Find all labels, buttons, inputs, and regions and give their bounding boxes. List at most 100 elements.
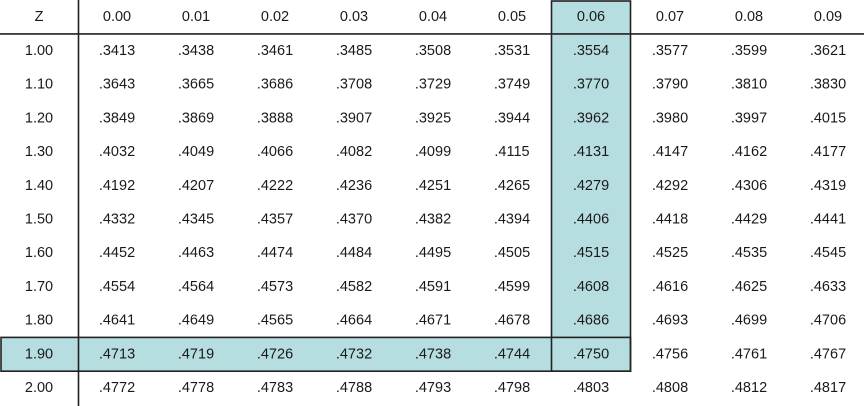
table-cell: .4370 xyxy=(336,212,372,228)
table-cell: .4713 xyxy=(99,346,135,362)
table-cell: .4706 xyxy=(810,313,846,329)
table-cell: .4699 xyxy=(731,313,767,329)
column-header: 0.03 xyxy=(340,9,368,25)
highlight-layer xyxy=(1,1,631,372)
table-cell: .4066 xyxy=(257,144,293,160)
table-cell: .4162 xyxy=(731,144,767,160)
table-cell: .3907 xyxy=(336,110,372,126)
table-cell: .4726 xyxy=(257,346,293,362)
column-header: 0.02 xyxy=(261,9,289,25)
table-cell: .4265 xyxy=(494,178,530,194)
table-cell: .4793 xyxy=(415,380,451,396)
table-cell: .3461 xyxy=(257,43,293,59)
table-cell: .4222 xyxy=(257,178,293,194)
table-cell: .3577 xyxy=(652,43,688,59)
table-cell: .3962 xyxy=(573,110,609,126)
table-cell: .3643 xyxy=(99,77,135,93)
table-cell: .4382 xyxy=(415,212,451,228)
table-cell: .4147 xyxy=(652,144,688,160)
table-cell: .4591 xyxy=(415,279,451,295)
table-cell: .4738 xyxy=(415,346,451,362)
table-cell: .3944 xyxy=(494,110,530,126)
row-z-label: 1.80 xyxy=(25,313,53,329)
row-z-label: 1.50 xyxy=(25,212,53,228)
table-cell: .4236 xyxy=(336,178,372,194)
table-cell: .4049 xyxy=(178,144,214,160)
table-cell: .4686 xyxy=(573,313,609,329)
table-cell: .4582 xyxy=(336,279,372,295)
table-cell: .4761 xyxy=(731,346,767,362)
table-cell: .3413 xyxy=(99,43,135,59)
table-cell: .4788 xyxy=(336,380,372,396)
table-cell: .4616 xyxy=(652,279,688,295)
row-z-label: 1.90 xyxy=(25,346,53,362)
column-header: 0.04 xyxy=(419,9,447,25)
table-cell: .4332 xyxy=(99,212,135,228)
row-z-label: 1.40 xyxy=(25,178,53,194)
table-cell: .4798 xyxy=(494,380,530,396)
table-cell: .4564 xyxy=(178,279,214,295)
column-header: 0.09 xyxy=(814,9,842,25)
table-cell: .4693 xyxy=(652,313,688,329)
row-z-label: 1.30 xyxy=(25,144,53,160)
column-header: 0.06 xyxy=(577,9,605,25)
table-cell: .4099 xyxy=(415,144,451,160)
table-cell: .3485 xyxy=(336,43,372,59)
table-cell: .4418 xyxy=(652,212,688,228)
column-header: 0.08 xyxy=(735,9,763,25)
table-cell: .3686 xyxy=(257,77,293,93)
table-cell: .4671 xyxy=(415,313,451,329)
table-cell: .4345 xyxy=(178,212,214,228)
table-cell: .3810 xyxy=(731,77,767,93)
table-cell: .3849 xyxy=(99,110,135,126)
table-cell: .4808 xyxy=(652,380,688,396)
row-z-label: 1.10 xyxy=(25,77,53,93)
table-cell: .4767 xyxy=(810,346,846,362)
table-cell: .4251 xyxy=(415,178,451,194)
table-cell: .4664 xyxy=(336,313,372,329)
table-cell: .4744 xyxy=(494,346,530,362)
table-cell: .4177 xyxy=(810,144,846,160)
table-cell: .4772 xyxy=(99,380,135,396)
column-header: 0.05 xyxy=(498,9,526,25)
table-cell: .3554 xyxy=(573,43,609,59)
table-cell: .3531 xyxy=(494,43,530,59)
table-cell: .4406 xyxy=(573,212,609,228)
table-cell: .3599 xyxy=(731,43,767,59)
table-cell: .3438 xyxy=(178,43,214,59)
table-cell: .4279 xyxy=(573,178,609,194)
table-cell: .4429 xyxy=(731,212,767,228)
table-cell: .3869 xyxy=(178,110,214,126)
table-cell: .4515 xyxy=(573,245,609,261)
table-cell: .4032 xyxy=(99,144,135,160)
highlighted-row-outline xyxy=(0,336,632,372)
column-header: 0.01 xyxy=(182,9,210,25)
row-z-label: 1.60 xyxy=(25,245,53,261)
table-cell: .4573 xyxy=(257,279,293,295)
column-header: 0.07 xyxy=(656,9,684,25)
table-cell: .4082 xyxy=(336,144,372,160)
table-cell: .4750 xyxy=(573,346,609,362)
highlighted-column-fill xyxy=(551,1,631,372)
table-cell: .4474 xyxy=(257,245,293,261)
table-cell: .3980 xyxy=(652,110,688,126)
table-cell: .4441 xyxy=(810,212,846,228)
table-cell: .3665 xyxy=(178,77,214,93)
z-header-label: Z xyxy=(35,9,44,25)
table-cell: .4545 xyxy=(810,245,846,261)
table-cell: .4495 xyxy=(415,245,451,261)
table-cell: .4803 xyxy=(573,380,609,396)
table-cell: .3729 xyxy=(415,77,451,93)
table-cell: .3888 xyxy=(257,110,293,126)
table-cell: .4554 xyxy=(99,279,135,295)
table-cell: .3830 xyxy=(810,77,846,93)
table-cell: .4608 xyxy=(573,279,609,295)
table-cell: .3508 xyxy=(415,43,451,59)
table-cell: .4633 xyxy=(810,279,846,295)
table-cell: .3790 xyxy=(652,77,688,93)
table-cell: .4812 xyxy=(731,380,767,396)
table-cell: .4192 xyxy=(99,178,135,194)
table-cell: .4357 xyxy=(257,212,293,228)
